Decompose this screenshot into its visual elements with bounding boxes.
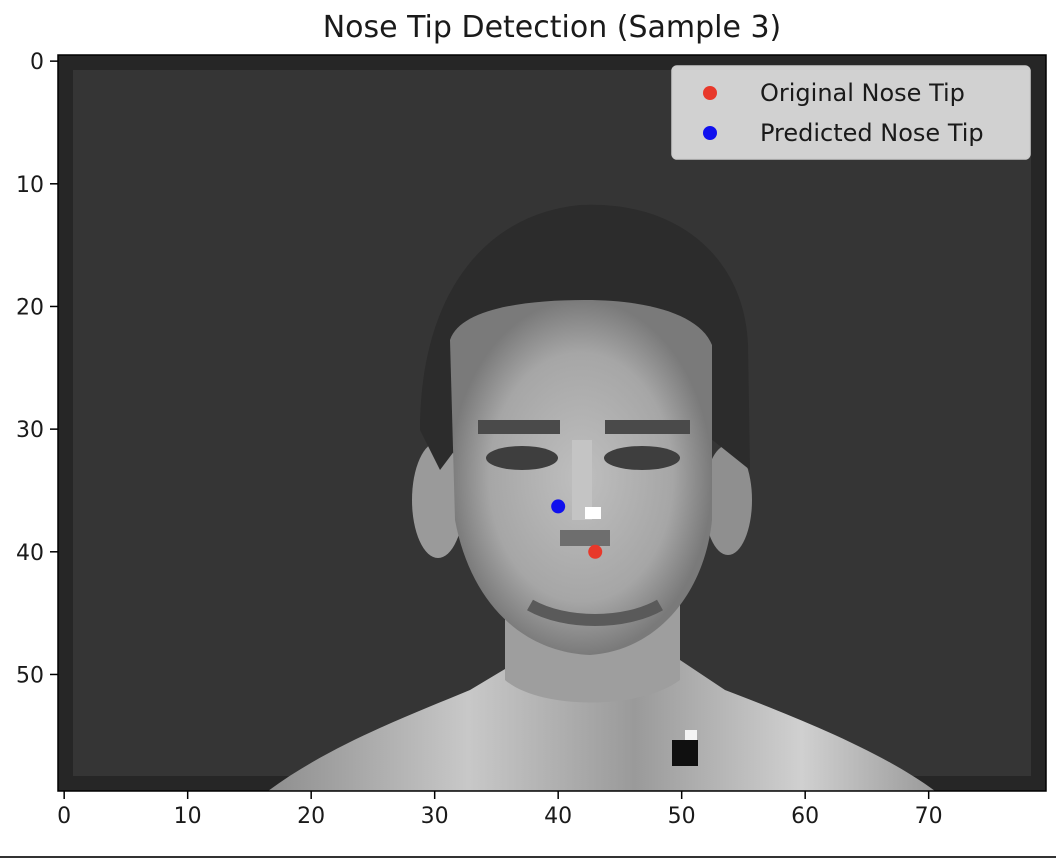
x-axis: 0 10 20 30 40 50 60 70 xyxy=(57,791,943,829)
y-axis: 0 10 20 30 40 50 xyxy=(16,50,58,688)
y-tick-label: 0 xyxy=(30,50,44,75)
x-tick-label: 0 xyxy=(57,804,71,829)
x-tick-label: 40 xyxy=(544,804,572,829)
legend-label-predicted: Predicted Nose Tip xyxy=(760,119,984,147)
bottom-rule xyxy=(0,856,1056,858)
legend: Original Nose Tip Predicted Nose Tip xyxy=(671,65,1031,160)
legend-marker-original xyxy=(703,86,717,100)
legend-box xyxy=(671,65,1031,160)
data-points xyxy=(551,499,603,559)
y-tick-label: 30 xyxy=(16,418,44,443)
x-tick-label: 10 xyxy=(174,804,202,829)
predicted-nose-tip-point xyxy=(551,499,566,514)
legend-marker-predicted xyxy=(703,126,717,140)
original-nose-tip-point xyxy=(588,544,603,559)
x-tick-label: 20 xyxy=(297,804,325,829)
y-tick-label: 40 xyxy=(16,541,44,566)
x-tick-label: 50 xyxy=(668,804,696,829)
chart-title: Nose Tip Detection (Sample 3) xyxy=(323,10,782,45)
y-tick-label: 20 xyxy=(16,295,44,320)
face-photo xyxy=(58,55,1046,791)
x-tick-label: 60 xyxy=(791,804,819,829)
legend-label-original: Original Nose Tip xyxy=(760,79,965,107)
plot-frame xyxy=(57,54,1047,792)
x-tick-label: 70 xyxy=(915,804,943,829)
y-tick-label: 10 xyxy=(16,173,44,198)
y-tick-label: 50 xyxy=(16,663,44,688)
x-tick-label: 30 xyxy=(421,804,449,829)
